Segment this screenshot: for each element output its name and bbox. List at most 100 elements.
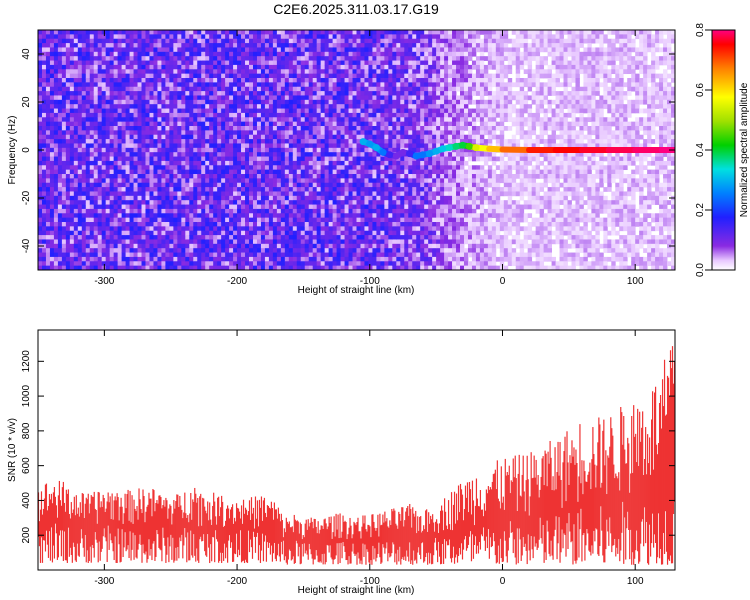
spectrogram-cell (300, 204, 306, 210)
spectrogram-cell (336, 239, 341, 245)
spectrogram-cell (344, 139, 349, 144)
spectrogram-cell (316, 126, 322, 131)
spectrogram-cell (41, 235, 47, 240)
spectrogram-cell (149, 169, 154, 175)
spectrogram-cell (372, 217, 377, 223)
spectrogram-cell (149, 86, 154, 92)
spectrogram-cell (105, 78, 111, 83)
spectrogram-cell (173, 213, 178, 219)
spectrogram-cell (61, 243, 67, 249)
spectrogram-cell (109, 126, 115, 131)
spectrogram-cell (57, 178, 63, 184)
spectrogram-cell (137, 174, 142, 179)
spectrogram-cell (288, 169, 294, 175)
spectrogram-cell (276, 126, 282, 131)
spectrogram-cell (145, 169, 150, 175)
spectrogram-cell (352, 108, 357, 114)
spectrogram-cell (169, 265, 174, 270)
spectrogram-cell (109, 78, 115, 83)
spectrogram-cell (165, 126, 170, 131)
spectrogram-cell (185, 73, 190, 79)
spectrogram-cell (328, 139, 334, 144)
spectrogram-cell (241, 34, 246, 40)
spectrogram-cell (368, 38, 373, 44)
spectrogram-cell (256, 121, 262, 127)
spectrogram-cell (296, 134, 302, 140)
spectrogram-cell (276, 121, 282, 127)
spectrogram-cell (249, 143, 254, 149)
spectrogram-cell (300, 108, 306, 114)
spectrogram-cell (201, 64, 206, 70)
spectrogram-cell (133, 69, 138, 75)
spectrogram-cell (356, 73, 361, 79)
spectrogram-cell (117, 195, 123, 201)
spectrogram-cell (352, 143, 357, 149)
spectrogram-cell (316, 235, 322, 240)
spectrogram-cell (368, 60, 373, 66)
spectrogram-cell (41, 82, 47, 88)
spectrogram-cell (308, 86, 314, 92)
spectrogram-cell (328, 147, 334, 153)
spectrogram-cell (276, 195, 282, 201)
spectrogram-cell (161, 91, 166, 96)
spectrogram-cell (125, 187, 130, 192)
spectrogram-cell (49, 121, 55, 127)
spectrogram-cell (284, 117, 290, 123)
spectrogram-cell (233, 217, 238, 223)
spectrogram-cell (316, 73, 322, 79)
spectrogram-cell (380, 261, 385, 267)
spectrogram-cell (372, 34, 377, 40)
spectrogram-cell (53, 204, 59, 210)
spectrogram-cell (376, 69, 381, 75)
spectrogram-cell (221, 208, 226, 214)
spectrogram-cell (320, 174, 326, 179)
spectrogram-cell (360, 208, 365, 214)
spectrogram-cell (209, 108, 214, 114)
spectrogram-cell (352, 47, 357, 53)
spectrogram-cell (340, 99, 345, 105)
spectrogram-cell (121, 200, 126, 205)
spectrogram-cell (113, 165, 119, 171)
spectrogram-cell (225, 104, 230, 109)
spectrogram-cell (225, 256, 230, 262)
spectrogram-cell (360, 187, 365, 192)
spectrogram-cell (93, 217, 99, 223)
spectrogram-cell (276, 208, 282, 214)
spectrogram-cell (300, 47, 306, 53)
spectrogram-cell (312, 108, 318, 114)
spectrogram-cell (145, 64, 150, 70)
spectrogram-cell (268, 252, 274, 258)
spectrogram-cell (133, 152, 138, 157)
spectrogram-cell (181, 64, 186, 70)
spectrogram-cell (233, 91, 238, 96)
spectrogram-cell (284, 73, 290, 79)
spectrogram-cell (221, 200, 226, 205)
spectrogram-cell (356, 95, 361, 101)
spectrogram-cell (364, 56, 369, 61)
spectrogram-cell (272, 169, 278, 175)
spectrogram-cell (256, 156, 262, 162)
spectrogram-cell (364, 60, 369, 66)
spectrogram-cell (396, 108, 401, 114)
spectrogram-cell (101, 152, 107, 157)
spectrogram-cell (260, 139, 266, 144)
spectrogram-cell (81, 86, 87, 92)
spectrogram-cell (384, 86, 389, 92)
spectrogram-cell (169, 78, 174, 83)
spectrogram-cell (81, 230, 87, 236)
spectrogram-cell (69, 204, 75, 210)
spectrogram-cell (209, 243, 214, 249)
spectrogram-cell (396, 204, 401, 210)
spectrogram-cell (360, 230, 365, 236)
spectrogram-cell (133, 226, 138, 232)
spectrogram-cell (352, 134, 357, 140)
spectrogram-cell (185, 204, 190, 210)
spectrogram-cell (149, 69, 154, 75)
spectrogram-cell (117, 248, 123, 253)
spectrogram-cell (81, 248, 87, 253)
spectrogram-cell (392, 143, 397, 149)
spectrogram-cell (153, 99, 158, 105)
spectrogram-cell (209, 34, 214, 40)
spectrogram-cell (320, 222, 326, 227)
spectrogram-cell (328, 152, 334, 157)
